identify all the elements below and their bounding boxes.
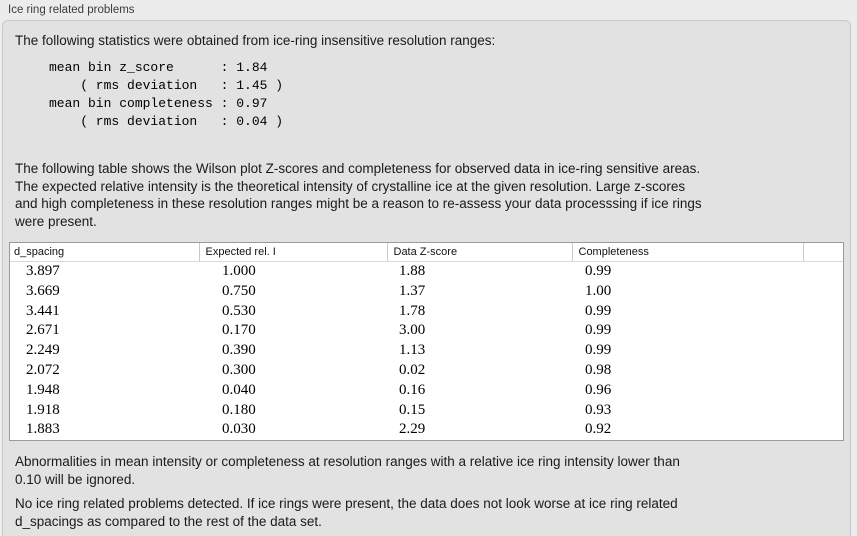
cell-empty xyxy=(803,420,843,440)
stats-line-completeness-rms: ( rms deviation : 0.04 ) xyxy=(49,114,284,129)
table-header-row: d_spacing Expected rel. I Data Z-score C… xyxy=(10,243,843,262)
ignore-note-line: Abnormalities in mean intensity or compl… xyxy=(15,454,680,470)
table-row[interactable]: 3.669 0.750 1.37 1.00 xyxy=(10,282,843,302)
column-header-data-z-score[interactable]: Data Z-score xyxy=(387,243,573,262)
cell-completeness: 0.99 xyxy=(585,263,612,279)
column-header-empty xyxy=(803,243,843,262)
cell-completeness: 0.98 xyxy=(585,361,612,378)
cell-d-spacing: 2.671 xyxy=(26,322,60,339)
stats-line-zscore: mean bin z_score : 1.84 xyxy=(49,60,268,75)
cell-completeness: 0.93 xyxy=(585,401,612,418)
cell-d-spacing: 3.897 xyxy=(26,263,60,279)
table-row[interactable]: 2.671 0.170 3.00 0.99 xyxy=(10,321,843,341)
ice-ring-table: d_spacing Expected rel. I Data Z-score C… xyxy=(9,242,844,442)
cell-d-spacing: 1.918 xyxy=(26,401,60,418)
cell-data-z-score: 1.13 xyxy=(399,342,426,359)
cell-d-spacing: 2.249 xyxy=(26,342,60,359)
panel-title: Ice ring related problems xyxy=(8,4,135,16)
cell-completeness: 1.00 xyxy=(585,282,612,299)
table-row[interactable]: 3.897 1.000 1.88 0.99 xyxy=(10,262,843,282)
column-header-expected-rel-i[interactable]: Expected rel. I xyxy=(199,243,388,262)
stats-line-zscore-rms: ( rms deviation : 1.45 ) xyxy=(49,78,284,93)
cell-expected-rel-i: 1.000 xyxy=(222,263,256,279)
description-line: and high completeness in these resolutio… xyxy=(15,196,702,211)
cell-completeness: 0.96 xyxy=(585,381,612,398)
table-row[interactable]: 2.249 0.390 1.13 0.99 xyxy=(10,341,843,361)
conclusion-text: No ice ring related problems detected. I… xyxy=(15,495,838,531)
cell-empty xyxy=(803,341,843,361)
table-row[interactable]: 3.441 0.530 1.78 0.99 xyxy=(10,302,843,322)
cell-expected-rel-i: 0.390 xyxy=(222,342,256,359)
ignore-note-text: Abnormalities in mean intensity or compl… xyxy=(15,453,838,489)
cell-d-spacing: 2.072 xyxy=(26,361,60,378)
cell-data-z-score: 0.02 xyxy=(399,361,426,378)
cell-completeness: 0.99 xyxy=(585,342,612,359)
cell-d-spacing: 3.669 xyxy=(26,282,60,299)
description-text: The following table shows the Wilson plo… xyxy=(15,160,838,230)
cell-empty xyxy=(803,282,843,302)
cell-expected-rel-i: 0.300 xyxy=(222,361,256,378)
description-line: The following table shows the Wilson plo… xyxy=(15,161,701,176)
cell-data-z-score: 1.88 xyxy=(399,263,426,279)
table-row[interactable]: 1.948 0.040 0.16 0.96 xyxy=(10,381,843,401)
description-line: were present. xyxy=(15,213,97,229)
cell-expected-rel-i: 0.530 xyxy=(222,302,256,319)
cell-d-spacing: 1.883 xyxy=(26,421,60,438)
stats-block: mean bin z_score : 1.84 ( rms deviation … xyxy=(49,59,844,131)
conclusion-line: d_spacings as compared to the rest of th… xyxy=(15,514,322,530)
cell-expected-rel-i: 0.040 xyxy=(222,381,256,398)
table-row[interactable]: 1.883 0.030 2.29 0.92 xyxy=(10,420,843,440)
cell-empty xyxy=(803,361,843,381)
stats-line-completeness: mean bin completeness : 0.97 xyxy=(49,96,268,111)
cell-completeness: 0.99 xyxy=(585,302,612,319)
cell-expected-rel-i: 0.180 xyxy=(222,401,256,418)
cell-empty xyxy=(803,302,843,322)
cell-expected-rel-i: 0.030 xyxy=(222,421,256,438)
cell-data-z-score: 1.37 xyxy=(399,282,426,299)
cell-expected-rel-i: 0.750 xyxy=(222,282,256,299)
cell-data-z-score: 0.16 xyxy=(399,381,426,398)
cell-d-spacing: 3.441 xyxy=(26,302,60,319)
cell-empty xyxy=(803,401,843,421)
cell-empty xyxy=(803,321,843,341)
cell-data-z-score: 2.29 xyxy=(399,421,426,438)
conclusion-line: No ice ring related problems detected. I… xyxy=(15,496,678,512)
cell-data-z-score: 1.78 xyxy=(399,302,426,319)
ice-ring-groupbox: The following statistics were obtained f… xyxy=(2,20,851,536)
ignore-note-line: 0.10 will be ignored. xyxy=(15,472,136,488)
intro-text: The following statistics were obtained f… xyxy=(15,33,496,48)
cell-empty xyxy=(803,262,843,282)
cell-expected-rel-i: 0.170 xyxy=(222,322,256,339)
cell-completeness: 0.92 xyxy=(585,421,612,438)
column-header-d-spacing[interactable]: d_spacing xyxy=(10,243,200,262)
description-line: The expected relative intensity is the t… xyxy=(15,178,686,194)
cell-data-z-score: 0.15 xyxy=(399,401,426,418)
cell-empty xyxy=(803,381,843,401)
cell-completeness: 0.99 xyxy=(585,322,612,339)
table-row[interactable]: 1.918 0.180 0.15 0.93 xyxy=(10,401,843,421)
table-row[interactable]: 2.072 0.300 0.02 0.98 xyxy=(10,361,843,381)
cell-d-spacing: 1.948 xyxy=(26,381,60,398)
cell-data-z-score: 3.00 xyxy=(399,322,426,339)
column-header-completeness[interactable]: Completeness xyxy=(572,243,804,262)
